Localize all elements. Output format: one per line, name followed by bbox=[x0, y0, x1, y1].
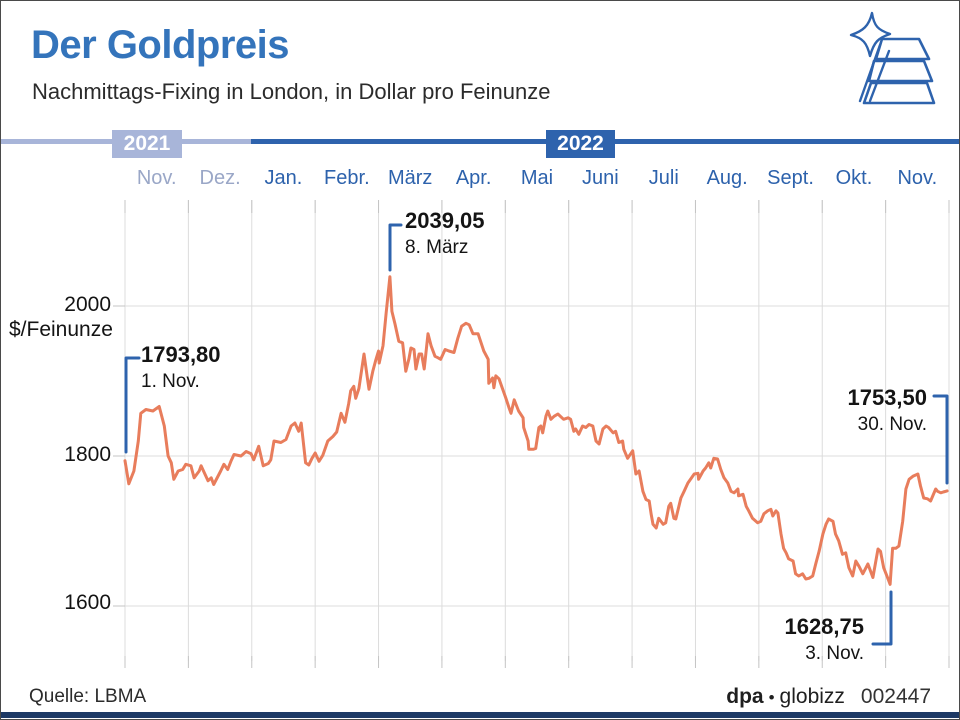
month-label-nov-2022: Nov. bbox=[897, 167, 938, 189]
month-label-okt-2022: Okt. bbox=[835, 167, 873, 189]
annotation-low-date: 3. Nov. bbox=[805, 643, 864, 664]
sparkle-icon bbox=[849, 11, 892, 58]
y-axis-unit: $/Feinunze bbox=[9, 318, 113, 341]
month-label-märz-2022: März bbox=[387, 167, 433, 189]
y-tick-1600: 1600 bbox=[64, 591, 111, 614]
annotation-start: 1793,80 1. Nov. bbox=[141, 341, 221, 395]
month-label-aug-2022: Aug. bbox=[706, 167, 748, 189]
annotation-peak: 2039,05 8. März bbox=[405, 207, 485, 261]
annotation-peak-value: 2039,05 bbox=[405, 208, 485, 233]
page-title: Der Goldpreis bbox=[31, 23, 290, 67]
bracket-start bbox=[124, 356, 141, 454]
month-label-mai-2022: Mai bbox=[520, 167, 554, 189]
annotation-low: 1628,75 3. Nov. bbox=[784, 613, 864, 667]
page-subtitle: Nachmittags-Fixing in London, in Dollar … bbox=[32, 79, 551, 104]
y-tick-2000: 2000 bbox=[64, 293, 111, 316]
annotation-end-value: 1753,50 bbox=[847, 385, 927, 410]
annotation-end: 1753,50 30. Nov. bbox=[847, 384, 927, 438]
year-label-2022: 2022 bbox=[546, 130, 615, 158]
month-label-juni-2022: Juni bbox=[582, 167, 619, 189]
year-label-2021: 2021 bbox=[112, 130, 182, 158]
bracket-end bbox=[932, 394, 949, 485]
annotation-start-date: 1. Nov. bbox=[141, 371, 200, 392]
dpa-bullet-icon: • bbox=[768, 688, 775, 707]
month-label-dez-2021: Dez. bbox=[199, 167, 241, 189]
month-label-febr-2022: Febr. bbox=[324, 167, 370, 189]
month-label-juli-2022: Juli bbox=[648, 167, 679, 189]
graphic-code: 002447 bbox=[860, 685, 931, 708]
source-label: Quelle: LBMA bbox=[29, 686, 147, 707]
months-row: Nov. Dez. Jan. Febr. März Apr. Mai Juni Juli Aug.… bbox=[1, 167, 959, 193]
annotation-end-date: 30. Nov. bbox=[857, 414, 927, 435]
dpa-logo: dpa bbox=[726, 685, 764, 708]
bracket-low bbox=[871, 590, 893, 646]
annotation-peak-date: 8. März bbox=[405, 237, 469, 258]
annotation-start-value: 1793,80 bbox=[141, 342, 221, 367]
agency-credit: dpa • globizz 002447 bbox=[726, 685, 931, 709]
month-label-nov-2021: Nov. bbox=[136, 167, 177, 189]
annotation-low-value: 1628,75 bbox=[784, 614, 864, 639]
bottom-accent-bar bbox=[1, 712, 959, 718]
price-line bbox=[123, 275, 949, 586]
month-label-apr-2022: Apr. bbox=[455, 167, 492, 189]
month-label-jan-2022: Jan. bbox=[264, 167, 303, 189]
y-tick-1800: 1800 bbox=[64, 443, 111, 466]
bracket-peak bbox=[388, 223, 403, 272]
month-label-sept-2022: Sept. bbox=[767, 167, 814, 189]
globizz-label: globizz bbox=[779, 685, 845, 708]
gold-bars-icon bbox=[849, 11, 936, 105]
